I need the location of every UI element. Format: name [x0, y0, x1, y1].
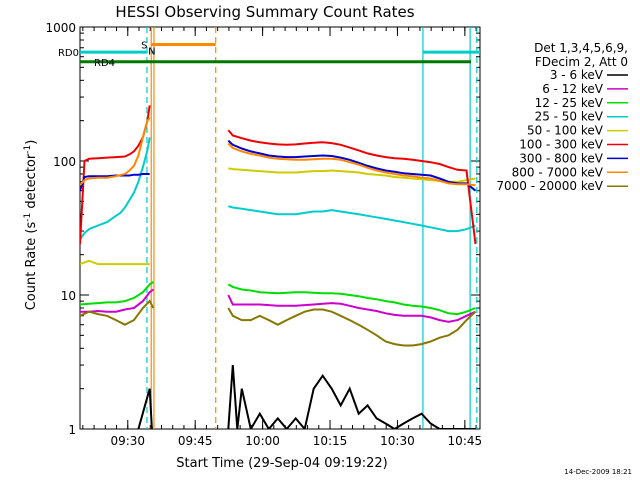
axis-frame [79, 26, 481, 430]
x-tick-label: 09:45 [178, 434, 213, 448]
x-axis-label: Start Time (29-Sep-04 09:19:22) [176, 456, 387, 471]
series-line-3 [80, 281, 476, 316]
y-axis-label: Count Rate (s-1 detector-1) [23, 140, 39, 311]
y-axis-label-sup2: -1 [23, 145, 33, 154]
y-tick-label: 1 [68, 423, 76, 437]
series-line-5 [80, 167, 476, 266]
x-tick-label: 10:15 [313, 434, 348, 448]
chart-title: HESSI Observing Summary Count Rates [115, 3, 414, 21]
series-line-4 [80, 137, 476, 240]
state-bar-label: RD0 [58, 48, 79, 59]
x-tick-label: 10:30 [380, 434, 415, 448]
plot-area: 1 10 100 1000 09:30 09:45 10:00 10:15 10:30 10:45… [45, 21, 482, 448]
legend-header-line-2: FDecim 2, Att 0 [535, 55, 628, 69]
series-line-9 [80, 299, 477, 347]
legend-entry-label: 3 - 6 keV [550, 68, 604, 82]
legend-entry-label: 7000 - 20000 keV [496, 179, 603, 193]
y-tick-label: 10 [61, 289, 76, 303]
legend-entry-label: 12 - 25 keV [535, 96, 604, 110]
legend-entry-label: 300 - 800 keV [519, 151, 603, 165]
y-tick-label: 1000 [45, 21, 76, 35]
y-axis-label-sup1: -1 [23, 213, 33, 222]
x-tick-label: 10:45 [448, 434, 483, 448]
flag-bar-label: N [148, 47, 155, 58]
footer-date: 14-Dec-2009 18:21 [564, 468, 632, 476]
flag-bar-label: S [141, 41, 147, 52]
legend-entry-label: 50 - 100 keV [527, 124, 604, 138]
state-bar-label: RD4 [94, 58, 115, 69]
series-line-2 [80, 288, 476, 323]
legend-entry-label: 6 - 12 keV [542, 82, 604, 96]
legend-entry-label: 800 - 7000 keV [512, 165, 604, 179]
y-tick-label: 100 [53, 155, 76, 169]
series-line-8 [80, 117, 476, 187]
legend-entry-label: 100 - 300 keV [519, 138, 603, 152]
legend-header-line-1: Det 1,3,4,5,6,9, [534, 41, 628, 55]
x-tick-label: 10:00 [245, 434, 280, 448]
series-line-7 [80, 139, 477, 192]
x-tick-label: 09:30 [110, 434, 145, 448]
series-line-1 [137, 365, 476, 429]
y-axis-label-end: ) [24, 140, 39, 145]
y-axis-label-mid: detector [24, 153, 39, 213]
legend-entry-label: 25 - 50 keV [535, 110, 604, 124]
y-axis-label-main: Count Rate (s [24, 222, 39, 311]
